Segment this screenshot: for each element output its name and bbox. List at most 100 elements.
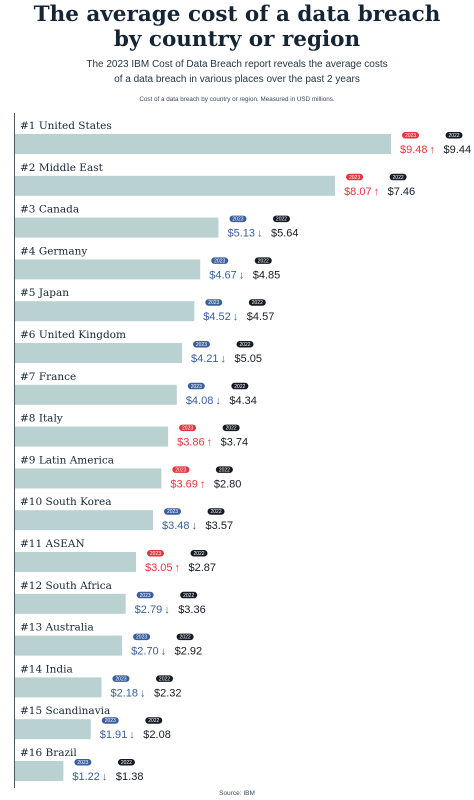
badge-2022 <box>248 299 266 306</box>
badge-2022-label: 2022 <box>234 384 245 390</box>
badge-2023-label: 2023 <box>136 635 147 641</box>
badge-2023 <box>179 424 197 432</box>
value-2022: $2.80 <box>214 478 242 490</box>
badge-2023-label: 2023 <box>208 300 219 306</box>
badge-2022 <box>117 759 135 766</box>
change-arrow: ↓ <box>221 353 227 365</box>
value-2023: $2.70 <box>131 646 159 658</box>
badge-2023 <box>192 341 210 348</box>
change-arrow: ↓ <box>164 604 170 616</box>
chart-title: The average cost of a data breach by cou… <box>0 2 474 52</box>
change-arrow: ↓ <box>215 395 221 407</box>
axis-line <box>14 113 15 788</box>
chart-title-line2: by country or region <box>113 27 361 52</box>
badge-2022 <box>180 591 198 599</box>
bar <box>15 301 195 322</box>
value-2022: $5.64 <box>271 228 299 240</box>
value-2023: $8.07 <box>344 186 372 198</box>
category-label: #12 South Africa <box>20 580 112 592</box>
badge-2022 <box>222 424 240 432</box>
badge-2023 <box>146 550 164 557</box>
category-label: #11 ASEAN <box>20 538 85 550</box>
badge-2022 <box>176 633 194 641</box>
badge-2022-label: 2022 <box>448 133 459 139</box>
badge-2023 <box>187 382 205 390</box>
badge-2022 <box>231 382 249 390</box>
value-2023: $1.91 <box>100 729 128 741</box>
change-arrow: ↓ <box>257 228 263 240</box>
badge-2022-label: 2022 <box>121 760 132 766</box>
change-arrow: ↓ <box>239 269 245 281</box>
change-arrow: ↑ <box>200 478 206 490</box>
value-2023: $2.79 <box>135 604 163 616</box>
chart-subtitle-line1: The 2023 IBM Cost of Data Breach report … <box>86 59 388 70</box>
badge-2023 <box>133 633 151 641</box>
bar <box>15 134 391 154</box>
chart-subtitle: The 2023 IBM Cost of Data Breach report … <box>40 57 434 87</box>
badge-2022-label: 2022 <box>393 175 404 181</box>
category-label: #1 United States <box>20 120 112 132</box>
change-arrow: ↑ <box>374 186 380 198</box>
value-2022: $9.44 <box>444 144 472 156</box>
value-2023: $2.18 <box>110 687 138 699</box>
change-arrow: ↓ <box>192 520 198 532</box>
badge-2023 <box>112 675 130 682</box>
category-label: #3 Canada <box>20 204 79 216</box>
badge-2023 <box>229 215 247 223</box>
bar <box>15 719 91 740</box>
badge-2022 <box>272 215 290 223</box>
badge-2022-label: 2022 <box>148 718 159 724</box>
bar <box>15 426 169 447</box>
badge-2022-label: 2022 <box>183 593 194 599</box>
value-2022: $2.32 <box>154 687 182 699</box>
badge-2023-label: 2023 <box>105 718 116 724</box>
change-arrow: ↓ <box>161 646 167 658</box>
badge-2023 <box>211 257 229 264</box>
value-2023: $4.21 <box>191 353 219 365</box>
badge-2022-label: 2022 <box>159 676 170 682</box>
badge-2023-label: 2023 <box>182 426 193 432</box>
badge-2023 <box>74 759 92 766</box>
value-2022: $2.87 <box>189 562 217 574</box>
badge-2023 <box>205 299 223 306</box>
value-2022: $3.74 <box>221 437 249 449</box>
category-label: #14 India <box>20 663 73 675</box>
bar <box>15 175 336 196</box>
bar <box>15 217 219 238</box>
value-2023: $3.86 <box>177 437 205 449</box>
value-2022: $4.34 <box>229 395 257 407</box>
value-2023: $3.48 <box>162 520 190 532</box>
badge-2022 <box>215 466 233 473</box>
value-2023: $1.22 <box>72 771 100 783</box>
badge-2022 <box>190 550 208 557</box>
badge-2022 <box>236 341 254 348</box>
badge-2023 <box>136 591 154 599</box>
badge-2022 <box>207 508 225 515</box>
value-2023: $5.13 <box>227 228 255 240</box>
category-label: #2 Middle East <box>20 162 104 174</box>
badge-2022 <box>254 257 272 264</box>
value-2023: $9.48 <box>400 144 428 156</box>
value-2022: $4.57 <box>247 311 275 323</box>
badge-2022-label: 2022 <box>226 426 237 432</box>
bar <box>15 384 177 405</box>
value-2022: $4.85 <box>253 269 281 281</box>
badge-2022 <box>445 132 463 139</box>
badge-2022-label: 2022 <box>258 258 269 264</box>
bar <box>15 468 162 489</box>
badge-2023-label: 2023 <box>175 467 186 473</box>
change-arrow: ↓ <box>140 687 146 699</box>
bar <box>15 635 123 656</box>
bar <box>15 677 102 698</box>
value-2022: $1.38 <box>116 771 144 783</box>
change-arrow: ↑ <box>207 437 213 449</box>
badge-2022-label: 2022 <box>193 551 204 557</box>
category-label: #8 Italy <box>20 413 63 425</box>
badge-2023-label: 2023 <box>232 217 243 223</box>
category-label: #9 Latin America <box>20 454 114 466</box>
badge-2023 <box>101 717 119 724</box>
badge-2023 <box>172 466 190 473</box>
badge-2022 <box>145 717 163 724</box>
badge-2023-label: 2023 <box>115 676 126 682</box>
